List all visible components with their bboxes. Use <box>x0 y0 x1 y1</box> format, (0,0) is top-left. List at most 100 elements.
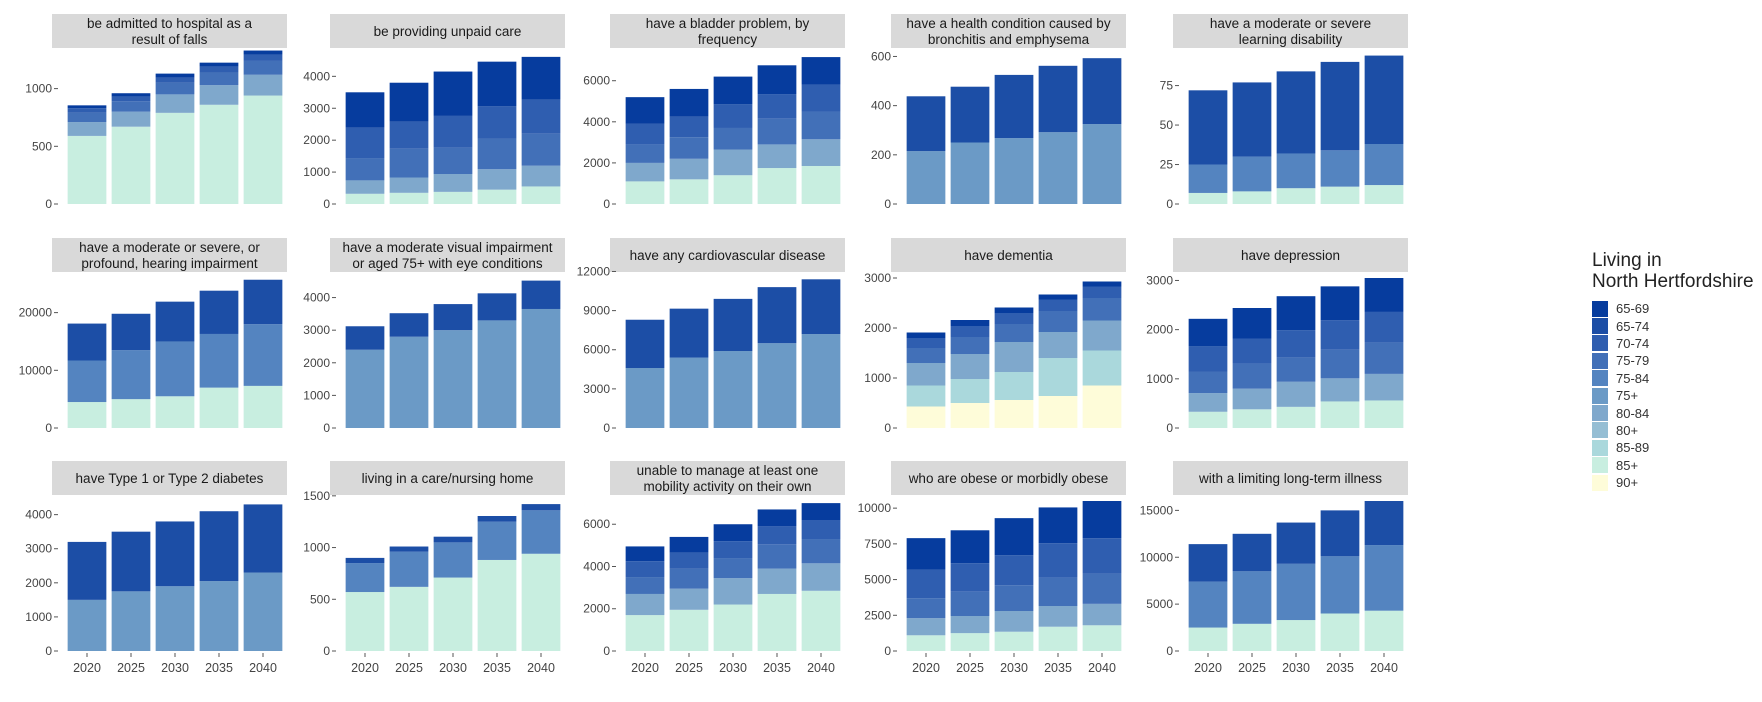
bar-segment <box>801 334 841 428</box>
bar-segment <box>1188 164 1228 193</box>
bar-segment <box>994 307 1034 313</box>
facet-panel: have Type 1 or Type 2 diabetes 0 1000 2000 3… <box>25 461 287 675</box>
x-tick-label: 2035 <box>483 661 511 675</box>
bar-segment <box>477 106 517 139</box>
bar-segment <box>1188 627 1228 651</box>
facet-panel: with a limiting long-term illness 0 5000 10… <box>1140 461 1408 675</box>
y-tick-label: 0 <box>45 421 52 435</box>
bar-segment <box>669 116 709 138</box>
bar-segment <box>801 563 841 591</box>
bar-segment <box>521 553 561 651</box>
bar-segment <box>477 138 517 170</box>
facet-title: frequency <box>698 32 758 47</box>
bar-segment <box>1082 385 1122 428</box>
bar-segment <box>994 611 1034 632</box>
bar-segment <box>477 189 517 204</box>
facet-title: be providing unpaid care <box>374 24 522 39</box>
bar-segment <box>713 524 753 542</box>
bar-segment <box>389 177 429 193</box>
y-tick-label: 2000 <box>25 576 52 590</box>
bar-segment <box>1276 330 1316 358</box>
facet-strip <box>52 14 287 48</box>
legend-swatch <box>1592 439 1608 456</box>
bar-segment <box>345 92 385 128</box>
bar-segment <box>950 86 990 143</box>
legend-item: 85+ <box>1592 457 1760 474</box>
bar-segment <box>1320 349 1360 379</box>
x-tick-label: 2040 <box>527 661 555 675</box>
y-tick-label: 0 <box>1166 421 1173 435</box>
bar-segment <box>433 71 473 116</box>
bar-segment <box>345 180 385 194</box>
bar-segment <box>199 333 239 388</box>
bar-segment <box>1364 610 1404 651</box>
bar-segment <box>757 593 797 651</box>
bar-segment <box>1320 61 1360 151</box>
facet-strip <box>52 461 287 495</box>
bar-segment <box>713 175 753 204</box>
bar-segment <box>994 518 1034 556</box>
legend-swatch <box>1592 405 1608 422</box>
bar-segment <box>1188 318 1228 347</box>
bar-segment <box>155 586 195 651</box>
bar-segment <box>67 541 107 600</box>
bar-segment <box>713 541 753 559</box>
y-tick-label: 400 <box>871 99 891 113</box>
bar-segment <box>906 618 946 636</box>
y-tick-label: 3000 <box>25 542 52 556</box>
bar-segment <box>433 536 473 543</box>
y-tick-label: 1000 <box>303 541 330 555</box>
bar-segment <box>1082 281 1122 287</box>
legend-item: 80-84 <box>1592 404 1760 422</box>
x-tick-label: 2040 <box>1088 661 1116 675</box>
facet-strip <box>1173 461 1408 495</box>
facet-panel: have depression 0 1000 2000 3000 <box>1146 238 1408 435</box>
facet-strip <box>1173 238 1408 272</box>
bar-segment <box>1038 332 1078 358</box>
bar-segment <box>950 354 990 379</box>
legend-label: 90+ <box>1616 475 1639 491</box>
legend-item: 75-79 <box>1592 352 1760 369</box>
y-tick-label: 4000 <box>303 69 330 83</box>
y-tick-label: 2000 <box>303 356 330 370</box>
facet-strip <box>330 461 565 495</box>
bar-segment <box>906 635 946 651</box>
bar-segment <box>950 563 990 592</box>
bar-segment <box>1038 132 1078 204</box>
legend-label: 85-89 <box>1616 440 1650 456</box>
bar-segment <box>1038 606 1078 627</box>
bar-segment <box>801 139 841 166</box>
bar-segment <box>757 65 797 95</box>
x-tick-label: 2025 <box>956 661 984 675</box>
legend-label: 65-69 <box>1616 301 1650 317</box>
facet-title: have a health condition caused by <box>906 16 1110 31</box>
bar-segment <box>111 531 151 592</box>
bar-segment <box>801 279 841 335</box>
y-tick-label: 0 <box>603 421 610 435</box>
x-tick-label: 2025 <box>117 661 145 675</box>
facet-title: have any cardiovascular disease <box>630 248 826 263</box>
facet-title: with a limiting long-term illness <box>1198 471 1382 486</box>
y-tick-label: 2000 <box>583 156 610 170</box>
bar-segment <box>1276 563 1316 621</box>
facet-title: have a moderate or severe, or <box>79 240 260 255</box>
y-tick-label: 3000 <box>303 323 330 337</box>
bar-segment <box>111 350 151 400</box>
facet-title: mobility activity on their own <box>643 479 811 494</box>
bar-segment <box>521 99 561 134</box>
y-tick-label: 0 <box>884 644 891 658</box>
x-tick-label: 2030 <box>1000 661 1028 675</box>
x-tick-label: 2030 <box>161 661 189 675</box>
facet-title: result of falls <box>132 32 208 47</box>
legend-item: 75+ <box>1592 387 1760 404</box>
facet-title: have a moderate or severe <box>1210 16 1371 31</box>
bar-segment <box>906 598 946 619</box>
bar-segment <box>389 148 429 178</box>
x-tick-label: 2040 <box>807 661 835 675</box>
y-tick-label: 75 <box>1160 79 1174 93</box>
bar-segment <box>1320 510 1360 557</box>
bar-segment <box>801 165 841 204</box>
bar-segment <box>155 73 195 78</box>
x-tick-label: 2020 <box>73 661 101 675</box>
